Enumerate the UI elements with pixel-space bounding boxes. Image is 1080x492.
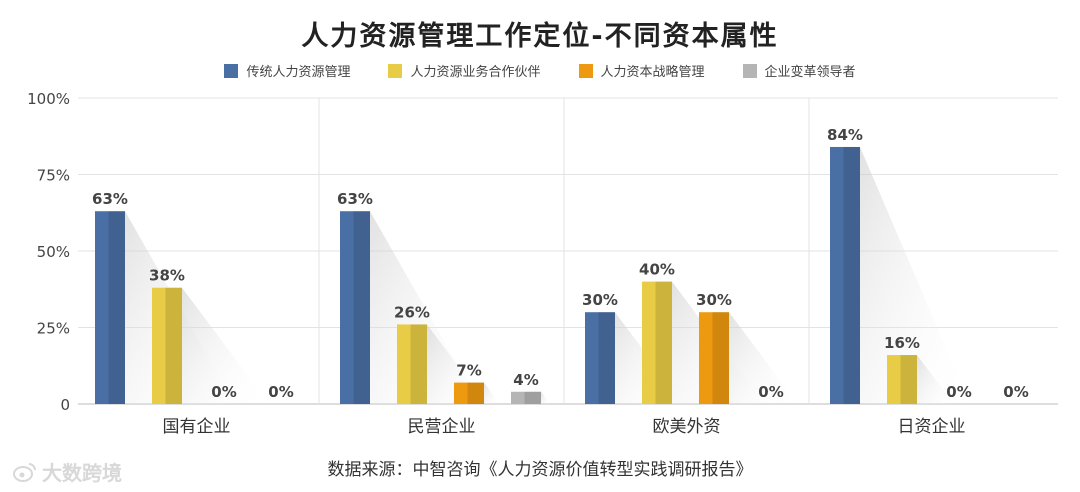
x-tick-label-0: 国有企业 [163, 417, 231, 437]
bar-shadow-人力资源业务合作伙伴-国有企业 [182, 287, 270, 404]
bar-传统人力资源管理-民营企业 [340, 211, 370, 404]
bar-人力资源业务合作伙伴-国有企业 [152, 287, 182, 404]
data-label-传统人力资源管理-民营企业: 63% [337, 190, 373, 208]
watermark-text: 大数跨境 [42, 461, 122, 485]
y-tick-label-4: 100% [27, 90, 70, 108]
legend-label-0: 传统人力资源管理 [246, 65, 351, 80]
weibo-icon [13, 462, 36, 482]
legend-item-3: 企业变革领导者 [742, 61, 856, 80]
data-label-人力资本战略管理-欧美外资: 30% [696, 291, 732, 309]
bar-人力资源业务合作伙伴-日资企业 [887, 355, 917, 404]
y-tick-label-2: 50% [37, 243, 70, 261]
bar-shadow-人力资本战略管理-欧美外资 [729, 312, 798, 404]
data-label-人力资本战略管理-日资企业: 0% [946, 383, 971, 401]
bar-highlight-传统人力资源管理-欧美外资 [598, 312, 615, 404]
data-label-人力资源业务合作伙伴-日资企业: 16% [884, 334, 920, 352]
watermark: 大数跨境 [12, 457, 122, 486]
legend-swatch-2 [578, 63, 593, 78]
data-label-人力资本战略管理-国有企业: 0% [211, 383, 236, 401]
y-tick-label-1: 25% [37, 320, 70, 338]
bar-shadow-人力资源业务合作伙伴-日资企业 [917, 355, 954, 404]
legend-label-2: 人力资本战略管理 [600, 65, 705, 80]
source-note: 数据来源：中智咨询《人力资源价值转型实践调研报告》 [327, 460, 753, 480]
legend-label-3: 企业变革领导者 [764, 65, 856, 80]
bar-人力资源业务合作伙伴-民营企业 [397, 324, 427, 404]
data-label-人力资源业务合作伙伴-民营企业: 26% [394, 303, 430, 321]
bar-传统人力资源管理-国有企业 [95, 211, 125, 404]
bar-人力资本战略管理-民营企业 [454, 382, 484, 404]
bar-highlight-人力资源业务合作伙伴-欧美外资 [655, 281, 672, 404]
bar-highlight-人力资源业务合作伙伴-民营企业 [410, 324, 427, 404]
legend-item-1: 人力资源业务合作伙伴 [388, 61, 541, 80]
data-label-企业变革领导者-日资企业: 0% [1003, 383, 1028, 401]
bar-人力资本战略管理-欧美外资 [699, 312, 729, 404]
x-tick-label-1: 民营企业 [408, 417, 476, 437]
x-tick-label-3: 日资企业 [898, 417, 966, 437]
legend-swatch-0 [224, 63, 239, 78]
bar-highlight-传统人力资源管理-日资企业 [843, 146, 860, 404]
data-label-人力资源业务合作伙伴-欧美外资: 40% [639, 261, 675, 279]
legend-swatch-1 [388, 63, 403, 78]
bar-shadow-企业变革领导者-民营企业 [541, 391, 551, 404]
chart-legend: 传统人力资源管理 人力资源业务合作伙伴 人力资本战略管理 企业变革领导者 [0, 61, 1080, 80]
bar-highlight-人力资本战略管理-民营企业 [467, 382, 484, 404]
data-label-传统人力资源管理-欧美外资: 30% [582, 291, 618, 309]
legend-swatch-3 [742, 63, 757, 78]
bar-传统人力资源管理-欧美外资 [585, 312, 615, 404]
data-label-人力资源业务合作伙伴-国有企业: 38% [149, 267, 185, 285]
bar-highlight-传统人力资源管理-国有企业 [108, 211, 125, 404]
legend-label-1: 人力资源业务合作伙伴 [410, 65, 541, 80]
y-tick-label-3: 75% [37, 167, 70, 185]
data-label-企业变革领导者-国有企业: 0% [268, 383, 293, 401]
bar-人力资源业务合作伙伴-欧美外资 [642, 281, 672, 404]
bar-highlight-企业变革领导者-民营企业 [524, 391, 541, 404]
legend-item-2: 人力资本战略管理 [578, 61, 705, 80]
bar-highlight-人力资源业务合作伙伴-日资企业 [900, 355, 917, 404]
y-tick-label-0: 0 [60, 396, 70, 414]
bar-shadow-人力资本战略管理-民营企业 [484, 382, 501, 404]
data-label-人力资本战略管理-民营企业: 7% [456, 362, 481, 380]
data-label-传统人力资源管理-日资企业: 84% [827, 126, 863, 144]
chart-title: 人力资源管理工作定位-不同资本属性 [301, 21, 779, 52]
legend-item-0: 传统人力资源管理 [224, 61, 350, 80]
bar-highlight-传统人力资源管理-民营企业 [353, 211, 370, 404]
bar-shadow-人力资源业务合作伙伴-民营企业 [427, 324, 487, 404]
bar-highlight-人力资源业务合作伙伴-国有企业 [165, 287, 182, 404]
data-label-传统人力资源管理-国有企业: 63% [92, 190, 128, 208]
bar-企业变革领导者-民营企业 [511, 391, 541, 404]
bar-highlight-人力资本战略管理-欧美外资 [712, 312, 729, 404]
bar-传统人力资源管理-日资企业 [830, 146, 860, 404]
data-label-企业变革领导者-民营企业: 4% [513, 371, 538, 389]
x-tick-label-2: 欧美外资 [653, 417, 721, 437]
bar-shadow-传统人力资源管理-日资企业 [860, 146, 970, 404]
data-label-企业变革领导者-欧美外资: 0% [758, 383, 783, 401]
